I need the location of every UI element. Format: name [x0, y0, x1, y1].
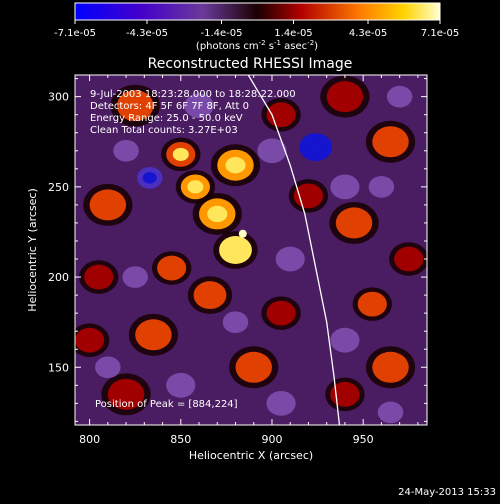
intensity-blob: [326, 81, 364, 113]
intensity-blob-core: [142, 172, 157, 184]
intensity-blob: [330, 381, 360, 407]
intensity-blob: [95, 356, 121, 379]
colorbar-tick-label: 4.3e-05: [349, 28, 387, 39]
intensity-blob-core: [172, 147, 189, 161]
intensity-blob: [394, 246, 424, 272]
intensity-blob: [107, 378, 145, 410]
y-axis-label: Heliocentric Y (arcsec): [26, 188, 39, 312]
colorbar-tick-label: -1.4e-05: [201, 28, 243, 39]
intensity-blob: [266, 102, 296, 128]
intensity-map: [75, 75, 427, 424]
intensity-blob: [357, 291, 387, 317]
intensity-blob: [222, 311, 249, 334]
intensity-blob: [135, 319, 172, 351]
intensity-blob: [372, 351, 409, 383]
intensity-blob: [293, 183, 324, 209]
y-tick-label: 300: [48, 91, 69, 104]
y-tick-label: 200: [48, 271, 69, 284]
intensity-blob: [335, 207, 373, 239]
colorbar-tick-label: -4.3e-05: [126, 28, 168, 39]
intensity-blob: [330, 174, 360, 200]
intensity-blob: [386, 85, 413, 108]
intensity-blob: [166, 372, 196, 398]
y-tick-label: 250: [48, 181, 69, 194]
colorbar: [74, 2, 441, 21]
x-tick-label: 850: [170, 433, 191, 446]
intensity-blob: [257, 138, 287, 164]
intensity-blob: [193, 281, 227, 310]
y-tick-label: 150: [48, 361, 69, 374]
chart-title: Reconstructed RHESSI Image: [148, 56, 353, 72]
peak-position-label: Position of Peak = [884,224]: [95, 399, 238, 410]
intensity-blob: [330, 327, 360, 353]
intensity-blob: [84, 264, 114, 290]
intensity-blob: [184, 93, 214, 119]
intensity-blob: [157, 255, 187, 281]
intensity-blob: [266, 300, 296, 326]
x-axis-label: Heliocentric X (arcsec): [189, 449, 313, 462]
axis-ticks: 800 850 900 950 150 200 250 300: [48, 75, 427, 446]
intensity-blob: [368, 176, 395, 198]
colorbar-tick-label: -7.1e-05: [54, 28, 96, 39]
intensity-blob: [377, 401, 404, 424]
annotation-time-range: 9-Jul-2003 18:23:28.000 to 18:28:22.000: [90, 89, 296, 100]
x-tick-label: 950: [353, 433, 374, 446]
intensity-blob-core: [306, 139, 325, 155]
colorbar-units: (photons cm-2 s-1 asec-2): [196, 39, 318, 52]
colorbar-ticks: -7.1e-05 -4.3e-05 -1.4e-05 1.4e-05 4.3e-05 7.…: [54, 20, 459, 39]
x-tick-label: 900: [261, 433, 282, 446]
intensity-blob: [372, 126, 409, 158]
annotation-detectors: Detectors: 4F 5F 6F 7F 8F, Att 0: [90, 101, 249, 112]
intensity-blob-core: [225, 156, 246, 174]
intensity-blob: [122, 266, 148, 288]
intensity-blob: [235, 351, 272, 383]
intensity-blob: [89, 189, 127, 221]
footer-date: 24-May-2013 15:33: [398, 487, 496, 498]
solar-limb-curve: [247, 75, 341, 425]
intensity-blob-core: [226, 242, 245, 258]
colorbar-tick-label: 1.4e-05: [274, 28, 312, 39]
intensity-blob: [266, 390, 296, 416]
intensity-blob: [113, 139, 139, 162]
intensity-blob: [275, 246, 305, 272]
intensity-blob: [116, 90, 154, 122]
annotation-total-counts: Clean Total counts: 3.27E+03: [90, 125, 238, 136]
peak-marker: [238, 229, 247, 238]
annotation-energy-range: Energy Range: 25.0 - 50.0 keV: [90, 113, 243, 124]
intensity-blob: [75, 327, 105, 353]
intensity-blob-core: [187, 180, 204, 194]
colorbar-tick-label: 7.1e-05: [421, 28, 459, 39]
x-tick-label: 800: [79, 433, 100, 446]
intensity-blob-core: [207, 205, 228, 223]
plot-frame: [74, 74, 428, 426]
